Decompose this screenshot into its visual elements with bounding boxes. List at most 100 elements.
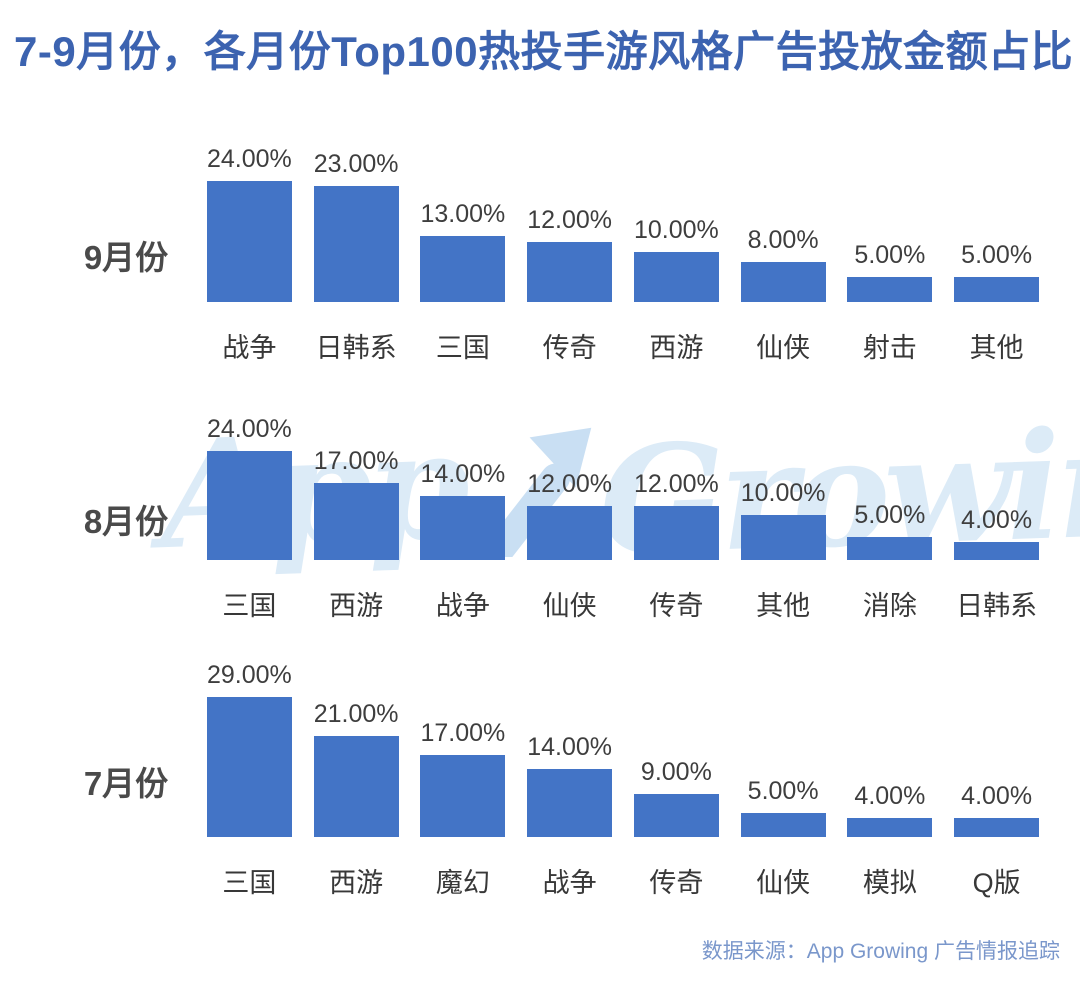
bar-column: 21.00% 西游 — [303, 657, 410, 898]
category-label: 三国 — [435, 333, 490, 363]
bar-column: 17.00% 魔幻 — [410, 657, 517, 898]
bar-value-label: 24.00% — [206, 145, 292, 173]
bar-value-label: 9.00% — [640, 758, 712, 786]
bar-value-label: 8.00% — [747, 226, 819, 254]
bar-column: 12.00% 传奇 — [516, 140, 623, 363]
category-label: 传奇 — [649, 591, 704, 621]
bar-column: 5.00% 仙侠 — [730, 657, 837, 898]
bar-column: 12.00% 仙侠 — [516, 410, 623, 621]
category-label: 其他 — [756, 591, 811, 621]
bar-value-label: 4.00% — [961, 782, 1033, 810]
bar-value-label: 10.00% — [740, 479, 826, 507]
bar-column: 10.00% 其他 — [730, 410, 837, 621]
bar-value-label: 5.00% — [747, 777, 819, 805]
bar-zone: 5.00% — [730, 657, 837, 837]
month-chart-row: 9月份 24.00% 战争 23.00% 日韩系 13.00% 三国 12.00… — [0, 140, 1080, 363]
bar-value-label: 17.00% — [313, 447, 399, 475]
category-label: 消除 — [862, 591, 917, 621]
month-chart-row: 7月份 29.00% 三国 21.00% 西游 17.00% 魔幻 14.00%… — [0, 657, 1080, 898]
bar-value-label: 5.00% — [854, 501, 926, 529]
page-title: 7-9月份，各月份Top100热投手游风格广告投放金额占比 — [14, 28, 1074, 75]
category-label: 三国 — [222, 868, 277, 898]
bar — [206, 697, 292, 837]
category-label: 仙侠 — [542, 591, 597, 621]
bar-column: 10.00% 西游 — [623, 140, 730, 363]
category-label: 仙侠 — [756, 333, 811, 363]
bar-zone: 24.00% — [196, 410, 303, 560]
bar-value-label: 4.00% — [854, 782, 926, 810]
bar-zone: 17.00% — [303, 410, 410, 560]
bar-column: 5.00% 其他 — [943, 140, 1050, 363]
category-label: 射击 — [862, 333, 917, 363]
bar-column: 14.00% 战争 — [410, 410, 517, 621]
bar-zone: 4.00% — [837, 657, 944, 837]
bar-zone: 13.00% — [410, 140, 517, 302]
bar-zone: 10.00% — [730, 410, 837, 560]
bar-column: 17.00% 西游 — [303, 410, 410, 621]
bar-zone: 12.00% — [516, 140, 623, 302]
bar-column: 5.00% 射击 — [837, 140, 944, 363]
category-label: 传奇 — [542, 333, 597, 363]
bar-column: 12.00% 传奇 — [623, 410, 730, 621]
bar — [954, 542, 1040, 560]
bar-value-label: 4.00% — [961, 506, 1033, 534]
bar-value-label: 12.00% — [633, 470, 719, 498]
bar — [633, 506, 719, 560]
category-label: 模拟 — [862, 868, 917, 898]
bar — [954, 818, 1040, 837]
bar-zone: 17.00% — [410, 657, 517, 837]
bar-column: 24.00% 战争 — [196, 140, 303, 363]
bar-zone: 5.00% — [837, 140, 944, 302]
bar — [740, 262, 826, 302]
bar-column: 13.00% 三国 — [410, 140, 517, 363]
data-source-note: 数据来源：App Growing 广告情报追踪 — [701, 940, 1060, 963]
bar-value-label: 5.00% — [854, 241, 926, 269]
bar-zone: 4.00% — [943, 657, 1050, 837]
category-label: 战争 — [435, 591, 490, 621]
bar-column: 5.00% 消除 — [837, 410, 944, 621]
bar-zone: 14.00% — [410, 410, 517, 560]
bar-zone: 12.00% — [516, 410, 623, 560]
bar-column: 9.00% 传奇 — [623, 657, 730, 898]
charts-container: 9月份 24.00% 战争 23.00% 日韩系 13.00% 三国 12.00… — [0, 140, 1080, 898]
category-label: 西游 — [649, 333, 704, 363]
bar-column: 24.00% 三国 — [196, 410, 303, 621]
bar-column: 4.00% 模拟 — [837, 657, 944, 898]
bar-value-label: 17.00% — [420, 719, 506, 747]
bar-value-label: 14.00% — [527, 733, 613, 761]
bar — [420, 496, 506, 560]
category-label: 西游 — [329, 868, 384, 898]
bar-column: 4.00% 日韩系 — [943, 410, 1050, 621]
bar-zone: 24.00% — [196, 140, 303, 302]
category-label: 日韩系 — [315, 333, 397, 363]
bar — [206, 181, 292, 302]
month-label: 7月份 — [83, 765, 169, 802]
category-label: 传奇 — [649, 868, 704, 898]
bar-group: 24.00% 三国 17.00% 西游 14.00% 战争 12.00% 仙侠 … — [196, 410, 1050, 621]
bar-value-label: 10.00% — [633, 216, 719, 244]
category-label: 西游 — [329, 591, 384, 621]
bar-value-label: 14.00% — [420, 460, 506, 488]
bar-column: 8.00% 仙侠 — [730, 140, 837, 363]
category-label: 战争 — [542, 868, 597, 898]
bar-value-label: 13.00% — [420, 200, 506, 228]
bar-zone: 29.00% — [196, 657, 303, 837]
bar — [954, 277, 1040, 302]
bar — [313, 736, 399, 837]
category-label: 仙侠 — [756, 868, 811, 898]
bar-value-label: 23.00% — [313, 150, 399, 178]
bar — [527, 506, 613, 560]
bar — [847, 537, 933, 560]
bar-value-label: 5.00% — [961, 241, 1033, 269]
bar-zone: 9.00% — [623, 657, 730, 837]
bar — [313, 483, 399, 560]
bar — [633, 794, 719, 837]
bar-group: 29.00% 三国 21.00% 西游 17.00% 魔幻 14.00% 战争 … — [196, 657, 1050, 898]
bar-column: 23.00% 日韩系 — [303, 140, 410, 363]
bar-column: 4.00% Q版 — [943, 657, 1050, 898]
bar-zone: 14.00% — [516, 657, 623, 837]
bar — [847, 818, 933, 837]
month-label: 8月份 — [83, 503, 169, 540]
bar — [740, 515, 826, 560]
